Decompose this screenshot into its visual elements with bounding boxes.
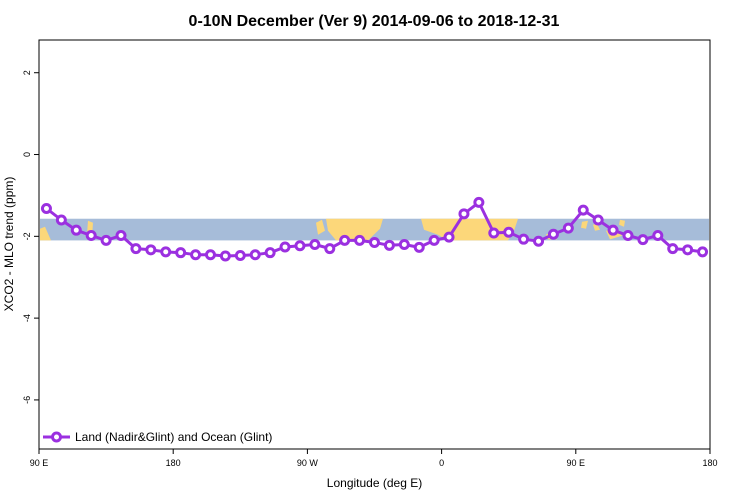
data-point bbox=[234, 250, 246, 262]
data-point bbox=[130, 243, 142, 255]
data-point bbox=[354, 234, 366, 246]
data-point bbox=[55, 214, 67, 226]
data-point bbox=[85, 230, 97, 242]
y-tick-label: 2 bbox=[22, 70, 32, 75]
data-point bbox=[398, 239, 410, 250]
y-tick-label: -2 bbox=[22, 232, 32, 240]
data-point bbox=[279, 241, 291, 253]
data-point bbox=[488, 227, 500, 239]
data-point bbox=[204, 249, 216, 261]
data-point bbox=[190, 249, 202, 261]
data-point bbox=[533, 235, 545, 247]
series-layer bbox=[40, 196, 709, 262]
x-tick-label: 90 W bbox=[297, 458, 319, 468]
data-point bbox=[324, 243, 336, 255]
data-point bbox=[682, 244, 694, 256]
data-point bbox=[100, 234, 112, 246]
x-tick-label: 90 E bbox=[567, 458, 586, 468]
data-point bbox=[145, 244, 157, 256]
data-point bbox=[369, 236, 380, 248]
data-point bbox=[503, 226, 515, 238]
data-point bbox=[160, 246, 172, 258]
data-point bbox=[547, 228, 559, 240]
data-point bbox=[249, 249, 261, 261]
data-point bbox=[294, 240, 306, 252]
x-axis: 90 E 180 90 W 0 90 E 180 bbox=[30, 449, 718, 468]
y-tick-label: -4 bbox=[22, 314, 32, 322]
data-point bbox=[70, 224, 82, 236]
data-point bbox=[607, 224, 619, 236]
data-point bbox=[667, 243, 679, 255]
y-axis: 2 0 -2 -4 -6 bbox=[22, 70, 39, 404]
data-point bbox=[697, 246, 709, 258]
data-point bbox=[622, 230, 634, 242]
data-point bbox=[518, 233, 530, 245]
data-point bbox=[219, 250, 231, 262]
data-point bbox=[458, 208, 470, 220]
data-point bbox=[637, 234, 649, 246]
x-tick-label: 0 bbox=[439, 458, 444, 468]
y-axis-label: XCO2 - MLO trend (ppm) bbox=[2, 177, 16, 312]
data-point bbox=[383, 239, 395, 251]
data-point bbox=[652, 230, 664, 242]
y-tick-label: 0 bbox=[22, 152, 32, 157]
y-tick-label: -6 bbox=[22, 396, 32, 404]
data-point bbox=[264, 247, 276, 259]
x-tick-label: 180 bbox=[166, 458, 181, 468]
x-axis-label: Longitude (deg E) bbox=[327, 476, 422, 490]
land-patch bbox=[581, 220, 588, 229]
plot-frame bbox=[38, 39, 711, 450]
data-point bbox=[428, 234, 440, 246]
data-point bbox=[175, 247, 187, 259]
data-point bbox=[562, 222, 574, 234]
data-point bbox=[592, 214, 604, 226]
x-tick-label: 180 bbox=[702, 458, 717, 468]
data-point bbox=[577, 204, 589, 216]
land-patch bbox=[593, 223, 600, 231]
data-point bbox=[473, 196, 485, 208]
data-point bbox=[443, 231, 455, 243]
land-patch bbox=[40, 226, 51, 241]
data-point bbox=[309, 239, 321, 250]
data-point bbox=[115, 230, 127, 242]
land-patch bbox=[316, 219, 325, 235]
land-patch bbox=[619, 219, 625, 227]
data-point bbox=[339, 234, 351, 246]
legend: Land (Nadir&Glint) and Ocean (Glint) bbox=[43, 430, 272, 444]
legend-label: Land (Nadir&Glint) and Ocean (Glint) bbox=[75, 430, 272, 444]
legend-marker-swatch bbox=[51, 431, 62, 443]
data-point bbox=[40, 203, 52, 215]
land-patch bbox=[326, 218, 383, 241]
data-point bbox=[413, 241, 425, 253]
x-tick-label: 90 E bbox=[30, 458, 49, 468]
chart-title: 0-10N December (Ver 9) 2014-09-06 to 201… bbox=[189, 13, 560, 30]
